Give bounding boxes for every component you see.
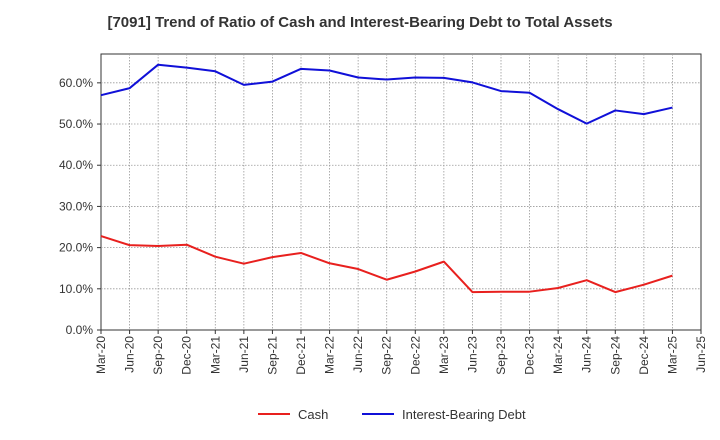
x-tick-label: Mar-20: [94, 336, 108, 374]
legend-label-cash: Cash: [298, 407, 328, 422]
x-tick-label: Jun-21: [237, 336, 251, 373]
series-lines: [100, 63, 673, 294]
grid-lines: [101, 54, 701, 330]
x-tick-label: Mar-25: [665, 336, 679, 374]
y-tick-label: 40.0%: [59, 158, 93, 172]
plot-area: [100, 53, 702, 331]
x-tick-label: Dec-24: [637, 336, 651, 375]
y-tick-label: 30.0%: [59, 199, 93, 213]
x-tick-label: Dec-22: [408, 336, 422, 375]
legend-label-interest-bearing-debt: Interest-Bearing Debt: [402, 407, 526, 422]
x-axis: Mar-20 Jun-20 Sep-20 Dec-20 Mar-21 Jun-21 Sep-…: [94, 330, 708, 375]
x-tick-label: Sep-22: [380, 336, 394, 375]
x-tick-label: Jun-20: [123, 336, 137, 373]
x-tick-label: Sep-23: [494, 336, 508, 375]
x-tick-label: Sep-21: [265, 336, 279, 375]
y-tick-label: 20.0%: [59, 241, 93, 255]
x-tick-label: Jun-22: [351, 336, 365, 373]
x-tick-label: Sep-20: [151, 336, 165, 375]
x-tick-label: Sep-24: [608, 336, 622, 375]
x-tick-label: Dec-23: [523, 336, 537, 375]
y-axis: 0.0% 10.0% 20.0% 30.0% 40.0% 50.0% 60.0%: [59, 76, 101, 337]
x-tick-label: Jun-24: [580, 336, 594, 373]
series-line-interest-bearing-debt: [100, 63, 673, 125]
x-tick-label: Jun-25: [694, 336, 708, 373]
x-tick-label: Mar-24: [551, 336, 565, 374]
y-tick-label: 0.0%: [66, 323, 94, 337]
x-tick-label: Jun-23: [465, 336, 479, 373]
chart-title: [7091] Trend of Ratio of Cash and Intere…: [107, 14, 613, 31]
y-tick-label: 60.0%: [59, 76, 93, 90]
series-line-cash: [100, 235, 673, 294]
legend: Cash Interest-Bearing Debt: [258, 407, 526, 422]
x-tick-label: Mar-23: [437, 336, 451, 374]
x-tick-label: Dec-21: [294, 336, 308, 375]
y-tick-label: 10.0%: [59, 282, 93, 296]
x-tick-label: Mar-21: [208, 336, 222, 374]
y-tick-label: 50.0%: [59, 117, 93, 131]
x-tick-label: Dec-20: [180, 336, 194, 375]
x-tick-label: Mar-22: [323, 336, 337, 374]
